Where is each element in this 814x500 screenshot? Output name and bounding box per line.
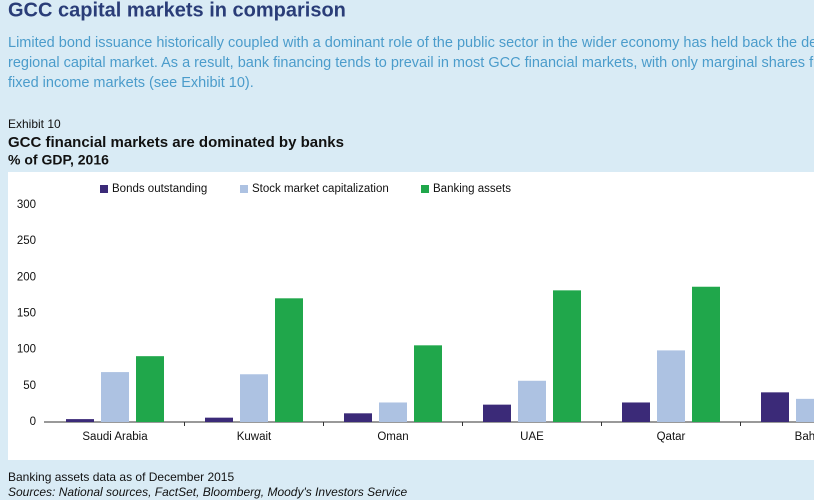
bar bbox=[66, 419, 94, 422]
chart-subtitle: % of GDP, 2016 bbox=[8, 152, 109, 168]
bar bbox=[275, 298, 303, 422]
bar bbox=[796, 398, 814, 422]
bar bbox=[344, 413, 372, 422]
paragraph-line: Limited bond issuance historically coupl… bbox=[8, 35, 814, 51]
paragraph-line: fixed income markets (see Exhibit 10). bbox=[8, 75, 254, 91]
sources: Sources: National sources, FactSet, Bloo… bbox=[8, 485, 407, 499]
legend-label: Stock market capitalization bbox=[252, 183, 389, 195]
bar bbox=[483, 404, 511, 422]
bar bbox=[414, 345, 442, 422]
legend-label: Banking assets bbox=[433, 183, 511, 195]
bar bbox=[692, 286, 720, 422]
legend-swatch bbox=[421, 185, 429, 193]
chart-title: GCC financial markets are dominated by b… bbox=[8, 134, 344, 151]
exhibit-label: Exhibit 10 bbox=[8, 117, 61, 131]
paragraph-line: regional capital market. As a result, ba… bbox=[8, 55, 814, 71]
bar bbox=[622, 402, 650, 422]
bar bbox=[657, 350, 685, 422]
y-tick-label: 150 bbox=[17, 308, 36, 320]
y-tick-label: 250 bbox=[17, 235, 36, 247]
bar bbox=[761, 392, 789, 422]
legend-label: Bonds outstanding bbox=[112, 183, 207, 195]
y-tick-label: 200 bbox=[17, 271, 36, 283]
legend-swatch bbox=[240, 185, 248, 193]
page-title: GCC capital markets in comparison bbox=[8, 0, 346, 21]
x-tick-label: Qatar bbox=[657, 431, 686, 443]
legend-swatch bbox=[100, 185, 108, 193]
bar bbox=[205, 417, 233, 422]
x-tick-label: Kuwait bbox=[237, 431, 272, 443]
x-tick-label: Oman bbox=[377, 431, 408, 443]
x-tick-label: UAE bbox=[520, 431, 544, 443]
footnote: Banking assets data as of December 2015 bbox=[8, 470, 234, 484]
bar bbox=[518, 380, 546, 422]
bar bbox=[101, 372, 129, 422]
bar bbox=[240, 374, 268, 422]
x-tick-label: Bahra bbox=[795, 431, 814, 443]
y-tick-label: 300 bbox=[17, 199, 36, 211]
x-tick-label: Saudi Arabia bbox=[82, 431, 148, 443]
y-tick-label: 100 bbox=[17, 344, 36, 356]
bar bbox=[136, 356, 164, 422]
y-tick-label: 50 bbox=[23, 380, 36, 392]
y-tick-label: 0 bbox=[30, 416, 36, 428]
bar bbox=[553, 290, 581, 422]
bar bbox=[379, 402, 407, 422]
